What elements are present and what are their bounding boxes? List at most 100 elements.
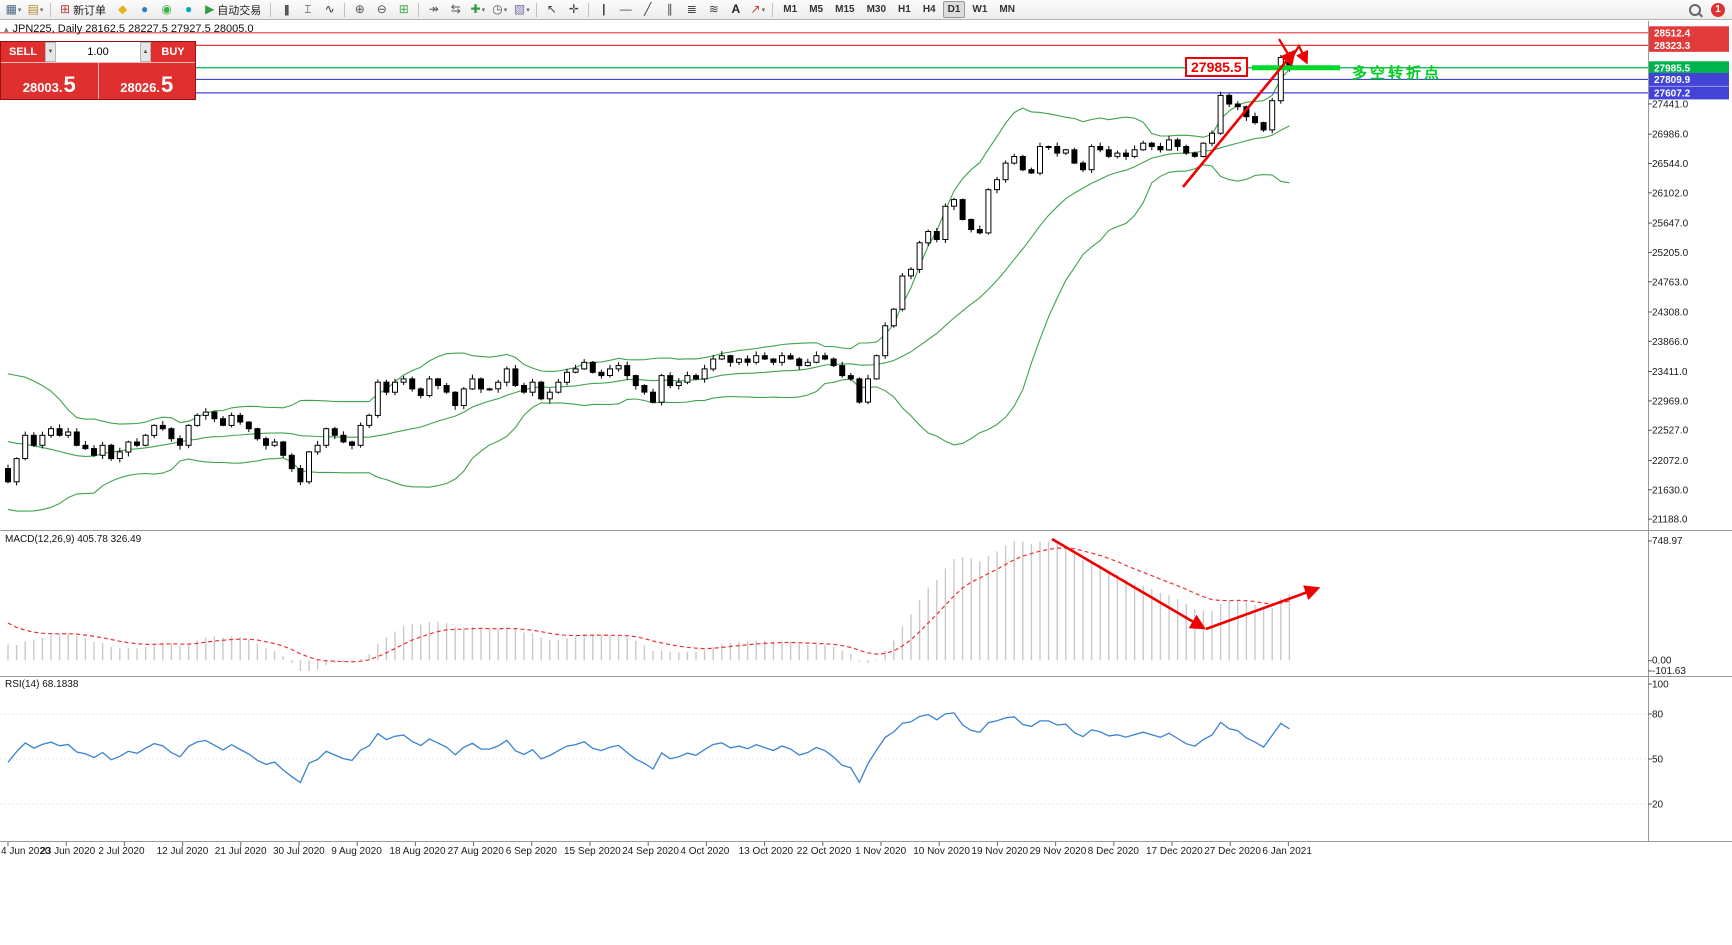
macd-panel xyxy=(7,541,1291,671)
candle xyxy=(641,385,648,393)
time-axis-label: 27 Aug 2020 xyxy=(448,846,505,857)
sell-price[interactable]: 28003. 5 xyxy=(1,63,99,99)
tile-windows-button[interactable]: ⊞ xyxy=(393,1,414,18)
candle xyxy=(933,231,940,240)
bar-chart-button[interactable]: ||| xyxy=(275,1,296,18)
price-callout-label[interactable]: 27985.5 xyxy=(1185,57,1248,77)
time-axis-label: 23 Jun 2020 xyxy=(40,846,95,857)
vertical-line-button[interactable]: | xyxy=(593,1,614,18)
fibonacci-button[interactable]: ≣ xyxy=(681,1,702,18)
text-label-button[interactable]: A xyxy=(725,1,746,18)
candle xyxy=(899,275,906,310)
timeframe-D1[interactable]: D1 xyxy=(942,1,966,18)
candlestick-chart-button[interactable]: ⌶ xyxy=(297,1,318,18)
timeframe-H1[interactable]: H1 xyxy=(898,4,911,15)
toolbar-separator xyxy=(588,2,590,17)
candle xyxy=(254,428,261,440)
chart-shift-button[interactable]: ⇆ xyxy=(445,1,466,18)
buy-button[interactable]: BUY xyxy=(151,42,195,62)
chart-background[interactable] xyxy=(0,21,1732,945)
equidistant-channel-button[interactable]: ∥ xyxy=(659,1,680,18)
search-icon xyxy=(1688,3,1701,16)
trendline-button[interactable]: ╱ xyxy=(637,1,658,18)
tile-windows-icon: ⊞ xyxy=(398,2,409,16)
crosshair-button[interactable]: ✛ xyxy=(563,1,584,18)
candle xyxy=(220,418,226,426)
favorites-icon: ◆ xyxy=(117,2,128,16)
candle xyxy=(994,179,1000,191)
candle xyxy=(56,428,63,436)
profiles-button[interactable]: ▤ ▾ xyxy=(25,1,46,18)
timeframe-W1[interactable]: W1 xyxy=(972,4,988,15)
volume-input[interactable] xyxy=(56,42,140,62)
trend-arrow[interactable] xyxy=(1181,49,1296,188)
candle xyxy=(297,468,304,483)
candle xyxy=(796,358,803,367)
macd-decline-arrow[interactable] xyxy=(1051,537,1207,630)
candle xyxy=(908,268,914,277)
signals-button[interactable]: ◉ xyxy=(156,1,177,18)
timeframe-M15[interactable]: M15 xyxy=(835,4,855,15)
zoom-out-button[interactable]: ⊖ xyxy=(371,1,392,18)
candle xyxy=(1148,142,1155,147)
volume-decrease-button[interactable]: ▼ xyxy=(45,42,56,62)
price-level-badge-label: 27607.2 xyxy=(1654,88,1691,99)
axes: 27441.0 26986.0 26544.0 26102.0 25647.0 25205… xyxy=(0,21,1732,857)
volume-increase-button[interactable]: ▲ xyxy=(140,42,151,62)
turning-point-annotation[interactable]: 多空转折点 xyxy=(1352,65,1443,82)
zoom-in-button[interactable]: ⊕ xyxy=(349,1,370,18)
macd-rise-arrow[interactable] xyxy=(1205,585,1321,631)
draw-lines-button[interactable]: ≋ xyxy=(703,1,724,18)
candle xyxy=(1037,146,1043,174)
new-chart-button[interactable]: ▦ ▾ xyxy=(3,1,24,18)
candle xyxy=(30,434,37,446)
arrow-tools-button[interactable]: ↗ ▾ xyxy=(747,1,768,18)
auto-scroll-button[interactable]: ↠ xyxy=(423,1,444,18)
candle xyxy=(839,365,846,377)
candle xyxy=(460,388,467,406)
period-selector-button[interactable]: ◷ ▾ xyxy=(489,1,510,18)
line-chart-button[interactable]: ∿ xyxy=(319,1,340,18)
timeframe-M1[interactable]: M1 xyxy=(783,4,798,15)
add-indicator-button[interactable]: ✚ ▾ xyxy=(467,1,488,18)
market-button[interactable]: ● xyxy=(134,1,155,18)
cursor-button[interactable]: ↖ xyxy=(541,1,562,18)
timeframe-M5[interactable]: M5 xyxy=(809,4,824,15)
candle xyxy=(65,431,72,436)
sell-button[interactable]: SELL xyxy=(1,42,45,62)
candle xyxy=(985,189,992,234)
template-selector-button[interactable]: ▧ ▾ xyxy=(511,1,532,18)
pullback-arrow[interactable] xyxy=(1278,38,1309,65)
candle xyxy=(770,358,777,363)
timeframe-M30[interactable]: M30 xyxy=(866,4,887,15)
autotrading-button[interactable]: ▶ 自动交易 xyxy=(200,1,266,18)
one-click-toggle[interactable]: ▴ xyxy=(4,23,9,34)
toolbar-separator xyxy=(418,2,420,17)
candle xyxy=(5,468,11,483)
timeframe-H4[interactable]: H4 xyxy=(922,4,936,15)
new-order-button[interactable]: ⊞ 新订单 xyxy=(55,1,111,18)
candlesticks xyxy=(5,51,1293,486)
price-axis-label: 26544.0 xyxy=(1652,159,1689,170)
candle xyxy=(383,381,390,393)
candle xyxy=(306,451,312,483)
candle xyxy=(1062,149,1069,154)
candle xyxy=(787,355,794,360)
candle xyxy=(237,414,244,423)
trendline-icon: ╱ xyxy=(644,2,652,16)
timeframe-MN[interactable]: MN xyxy=(999,4,1015,15)
horizontal-line-button[interactable]: — xyxy=(615,1,636,18)
zoom-out-icon: ⊖ xyxy=(376,2,387,16)
favorites-button[interactable]: ◆ xyxy=(112,1,133,18)
candle xyxy=(761,355,768,360)
candle xyxy=(615,365,622,370)
buy-price[interactable]: 28026. 5 xyxy=(120,72,174,98)
notifications-badge[interactable]: 1 xyxy=(1711,2,1725,17)
candle xyxy=(263,438,269,446)
community-button[interactable]: ● xyxy=(178,1,199,18)
candle xyxy=(82,444,89,450)
search-button[interactable] xyxy=(1684,1,1705,18)
rsi-line xyxy=(7,712,1290,784)
candle xyxy=(91,448,97,456)
